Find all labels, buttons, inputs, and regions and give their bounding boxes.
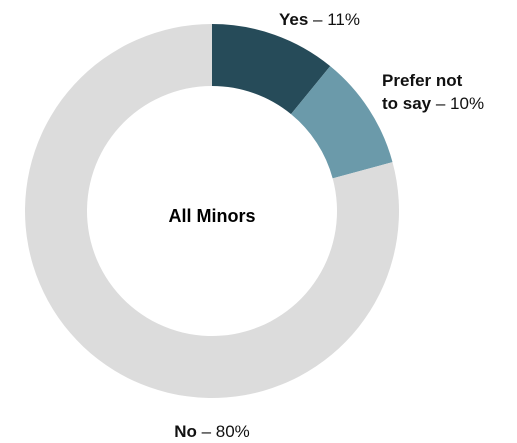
slice-label-no-name: No [174, 422, 197, 441]
slice-yes [212, 24, 331, 115]
slice-no [25, 24, 400, 398]
center-label: All Minors [168, 206, 255, 226]
slice-label-yes-value: 11% [327, 10, 360, 29]
slice-label-prefer-not-name-line2: to say [382, 94, 432, 113]
slice-label-yes: Yes – 11% [279, 10, 360, 29]
slice-label-prefer-not-name-line1: Prefer not [382, 71, 463, 90]
slice-label-prefer-not-value: 10% [450, 94, 484, 113]
slice-label-no: No – 80% [174, 422, 250, 441]
slice-prefer-not-to-say [291, 66, 393, 179]
slice-label-no-value: 80% [216, 422, 250, 441]
donut-slices [25, 24, 400, 398]
slice-label-prefer-not: Prefer not to say – 10% [382, 71, 484, 113]
slice-label-yes-name: Yes [279, 10, 308, 29]
